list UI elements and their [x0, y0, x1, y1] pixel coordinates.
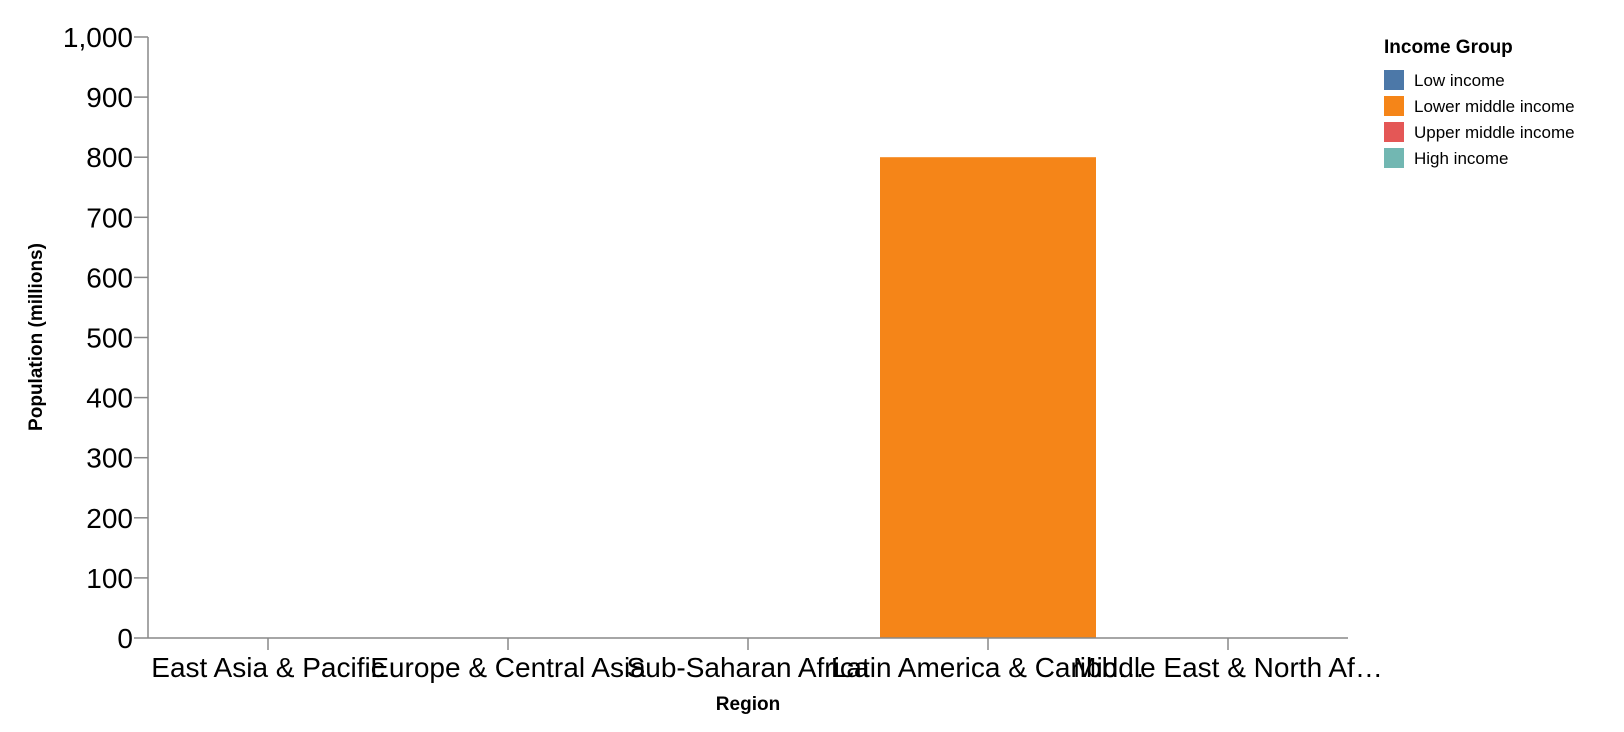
- bars-layer: [880, 157, 1096, 638]
- legend-swatch: [1384, 70, 1404, 90]
- x-tick-label: Sub-Saharan Africa: [627, 652, 870, 683]
- legend-label: Lower middle income: [1414, 97, 1575, 116]
- y-tick-label: 300: [86, 443, 133, 474]
- y-tick-label: 0: [117, 623, 133, 654]
- y-tick-label: 1,000: [63, 22, 133, 53]
- y-tick-label: 800: [86, 142, 133, 173]
- x-tick-label: East Asia & Pacific: [151, 652, 384, 683]
- x-axis-title: Region: [716, 694, 780, 715]
- x-tick-label: Europe & Central Asia: [370, 652, 646, 683]
- y-tick-label: 700: [86, 202, 133, 233]
- legend-swatch: [1384, 148, 1404, 168]
- legend: Income Group Low income Lower middle inco…: [1384, 37, 1575, 168]
- x-tick-label: Latin America & Caribb…: [831, 652, 1145, 683]
- y-tick-label: 900: [86, 82, 133, 113]
- bar-4-2: [880, 157, 1096, 638]
- y-tick-label: 200: [86, 503, 133, 534]
- y-tick-label: 600: [86, 262, 133, 293]
- legend-title: Income Group: [1384, 37, 1513, 58]
- y-tick-label: 400: [86, 383, 133, 414]
- y-axis: 0 100 200 300 400 500 600 700 800 900 1,000: [63, 22, 149, 654]
- y-axis-title: Population (millions): [26, 243, 47, 431]
- legend-label: Upper middle income: [1414, 123, 1575, 142]
- legend-label: Low income: [1414, 71, 1505, 90]
- x-tick-label: Middle East & North Af…: [1073, 652, 1383, 683]
- y-tick-label: 500: [86, 323, 133, 354]
- y-tick-label: 100: [86, 563, 133, 594]
- legend-label: High income: [1414, 149, 1509, 168]
- legend-swatch: [1384, 122, 1404, 142]
- legend-swatch: [1384, 96, 1404, 116]
